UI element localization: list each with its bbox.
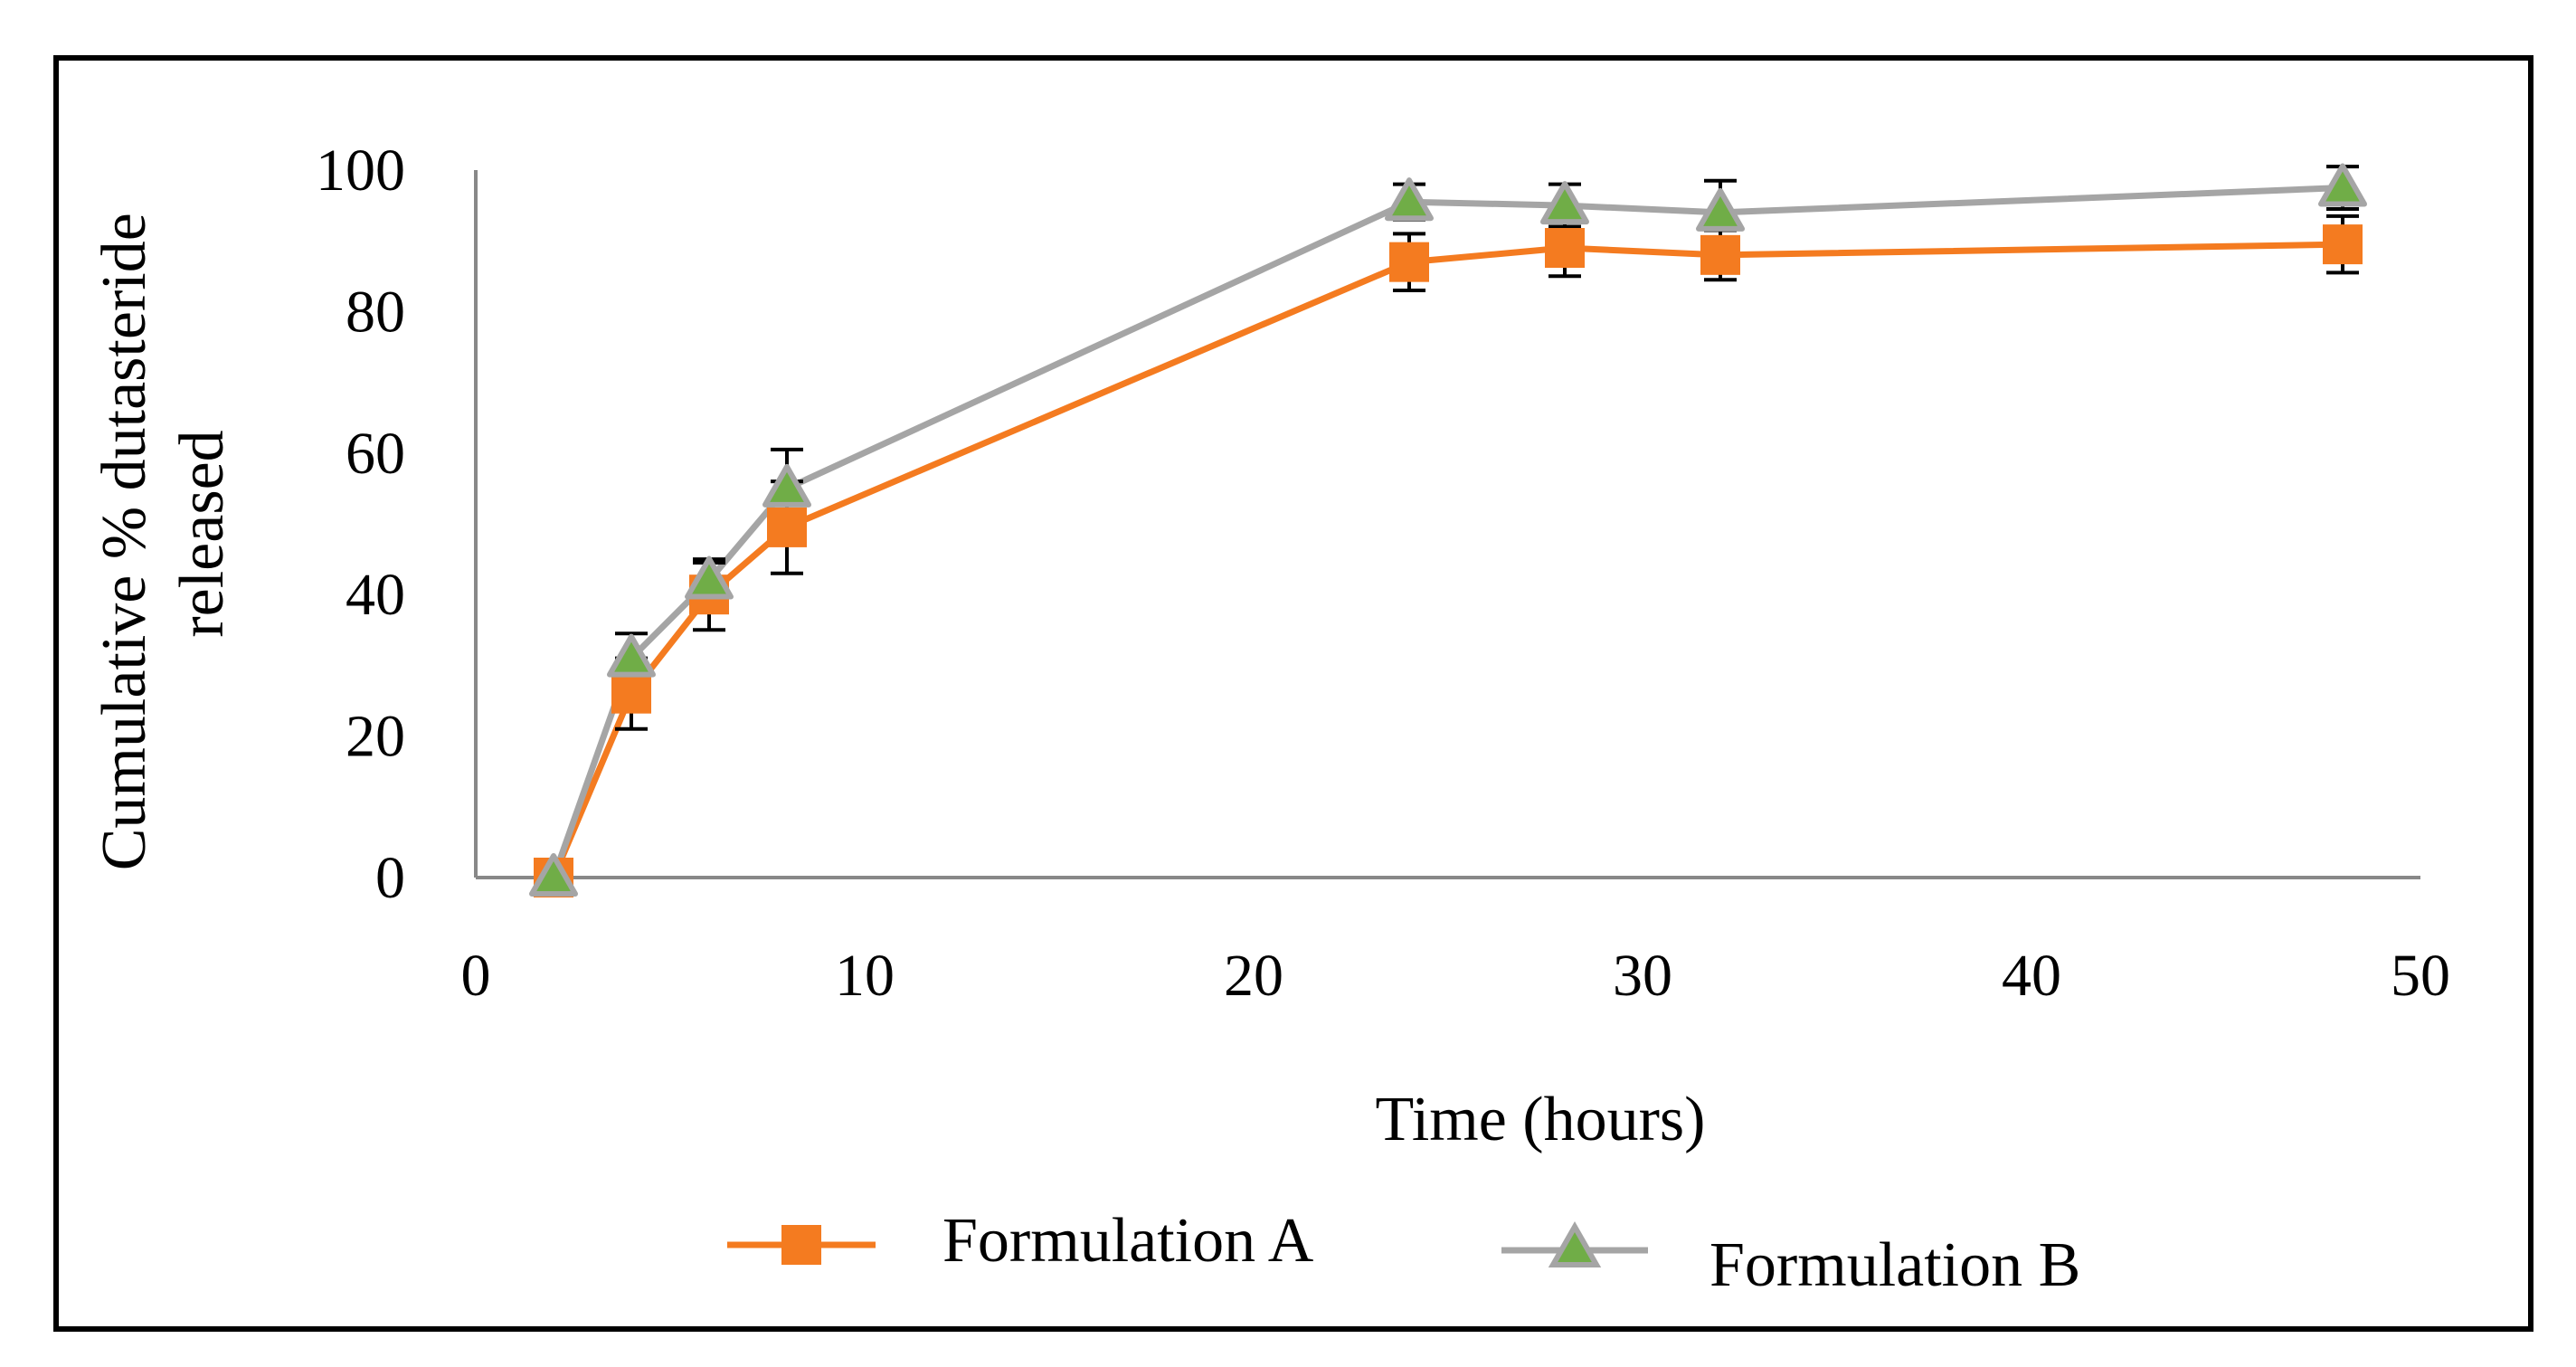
y-tick-label: 0	[375, 845, 405, 911]
data-point-formulation-b	[685, 555, 734, 600]
y-tick-label: 80	[346, 279, 405, 345]
legend-item-formulation-b: Formulation B	[1501, 1220, 2080, 1300]
legend: Formulation A Formulation B	[727, 1206, 2080, 1300]
x-tick-label: 10	[835, 943, 895, 1009]
data-point-formulation-b	[529, 853, 578, 897]
y-tick-label: 40	[346, 562, 405, 628]
data-point-formulation-a	[611, 673, 651, 714]
legend-square-marker-formulation-a	[781, 1225, 821, 1265]
data-point-formulation-a	[1700, 234, 1740, 275]
data-point-formulation-b	[2318, 163, 2367, 207]
data-point-formulation-b	[607, 633, 656, 678]
legend-triangle-marker-formulation-b	[1548, 1220, 1602, 1267]
data-point-formulation-a	[1389, 242, 1429, 282]
series-line-formulation-b	[550, 185, 2344, 879]
legend-label-formulation-b: Formulation B	[1709, 1230, 2080, 1300]
series-layer	[529, 163, 2367, 897]
data-point-formulation-b	[762, 463, 811, 508]
legend-label-formulation-a: Formulation A	[942, 1206, 1314, 1276]
x-tick-labels: 0 10 20 30 40 50	[461, 943, 2451, 1009]
data-point-formulation-b	[1696, 187, 1745, 232]
x-tick-label: 50	[2391, 943, 2450, 1009]
x-tick-label: 40	[2002, 943, 2061, 1009]
x-tick-label: 20	[1224, 943, 1283, 1009]
figure-frame	[53, 55, 2533, 1332]
plot-axes	[474, 170, 2420, 879]
y-axis-title-line-2: released	[167, 430, 237, 637]
y-tick-label: 100	[316, 138, 405, 204]
x-tick-label: 0	[461, 943, 491, 1009]
y-axis-title: Cumulative % dutasteride released	[90, 197, 237, 871]
data-point-formulation-a	[2323, 224, 2363, 265]
y-axis-title-line-1: Cumulative % dutasteride	[90, 213, 159, 870]
data-point-formulation-a	[1545, 228, 1585, 269]
data-point-formulation-b	[1540, 181, 1589, 225]
y-tick-label: 60	[346, 421, 405, 487]
x-axis-title: Time (hours)	[1376, 1085, 1706, 1154]
data-point-formulation-a	[767, 507, 807, 547]
x-tick-label: 30	[1613, 943, 1672, 1009]
y-tick-label: 20	[346, 704, 405, 770]
y-tick-labels: 0 20 40 60 80 100	[316, 138, 405, 911]
data-point-formulation-b	[1385, 177, 1434, 222]
legend-item-formulation-a: Formulation A	[727, 1206, 1314, 1276]
